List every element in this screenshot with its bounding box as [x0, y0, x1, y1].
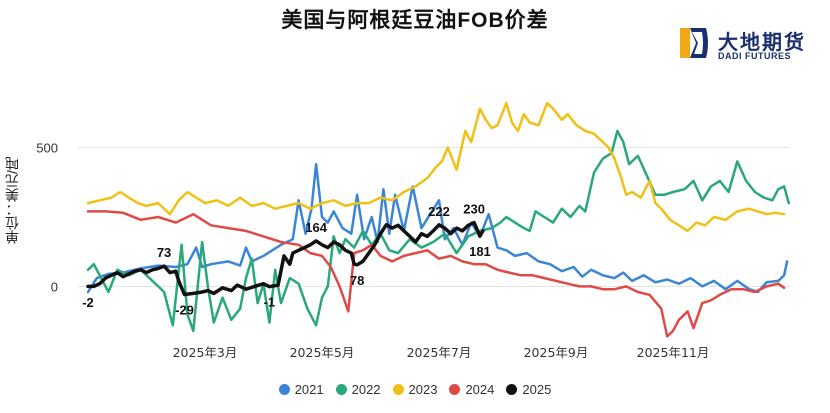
- x-axis-ticks: 2025年3月 2025年5月 2025年7月 2025年9月 2025年11月: [173, 345, 710, 360]
- series-line-2023: [86, 101, 786, 233]
- x-tick-label-2: 2025年7月: [407, 345, 472, 360]
- y-axis-ticks: 0 500: [36, 141, 58, 295]
- legend-marker-icon: [506, 384, 518, 395]
- legend-label: 2025: [522, 382, 552, 397]
- legend-item-2024[interactable]: 2024: [449, 382, 494, 397]
- legend: 2021 2022 2023 2024 2025: [0, 382, 830, 397]
- x-tick-label-3: 2025年9月: [524, 345, 589, 360]
- logo-name-en: DADI FUTURES: [718, 51, 791, 61]
- legend-label: 2023: [408, 382, 438, 397]
- legend-marker-icon: [278, 384, 290, 395]
- legend-label: 2021: [294, 382, 324, 397]
- data-label-3: -1: [264, 295, 276, 310]
- legend-marker-icon: [335, 384, 347, 395]
- data-label-6: 222: [428, 204, 450, 219]
- legend-label: 2022: [351, 382, 381, 397]
- chart-title: 美国与阿根廷豆油FOB价差: [281, 9, 549, 32]
- logo-name-cn: 大地期货: [718, 30, 806, 54]
- legend-label: 2024: [465, 382, 495, 397]
- data-label-2: -29: [175, 303, 194, 318]
- series-line-2024: [86, 210, 786, 338]
- series-lines: [86, 101, 791, 338]
- x-tick-label-4: 2025年11月: [637, 345, 710, 360]
- y-tick-label-500: 500: [36, 141, 58, 156]
- series-line-2022: [86, 129, 791, 333]
- x-tick-label-0: 2025年3月: [173, 345, 238, 360]
- legend-item-2022[interactable]: 2022: [335, 382, 381, 397]
- data-label-1: 73: [157, 245, 171, 260]
- series-line-2025: [86, 220, 485, 297]
- legend-marker-icon: [449, 384, 461, 395]
- data-label-7: 230: [463, 202, 485, 217]
- legend-item-2025[interactable]: 2025: [506, 382, 551, 397]
- data-label-4: 164: [305, 220, 327, 235]
- data-label-0: -2: [82, 295, 94, 310]
- data-label-8: 181: [469, 244, 491, 259]
- company-logo: 大地期货 DADI FUTURES: [676, 22, 826, 66]
- legend-item-2023[interactable]: 2023: [392, 382, 438, 397]
- data-label-5: 78: [350, 273, 364, 288]
- data-labels: -2 73 -29 -1 164 78 222 230 181: [82, 202, 491, 318]
- y-tick-label-0: 0: [51, 279, 58, 294]
- legend-marker-icon: [392, 384, 404, 395]
- series-line-2021: [86, 162, 789, 294]
- legend-item-2021[interactable]: 2021: [278, 382, 324, 397]
- x-tick-label-1: 2025年5月: [290, 345, 355, 360]
- dadi-logo-icon: [680, 28, 708, 58]
